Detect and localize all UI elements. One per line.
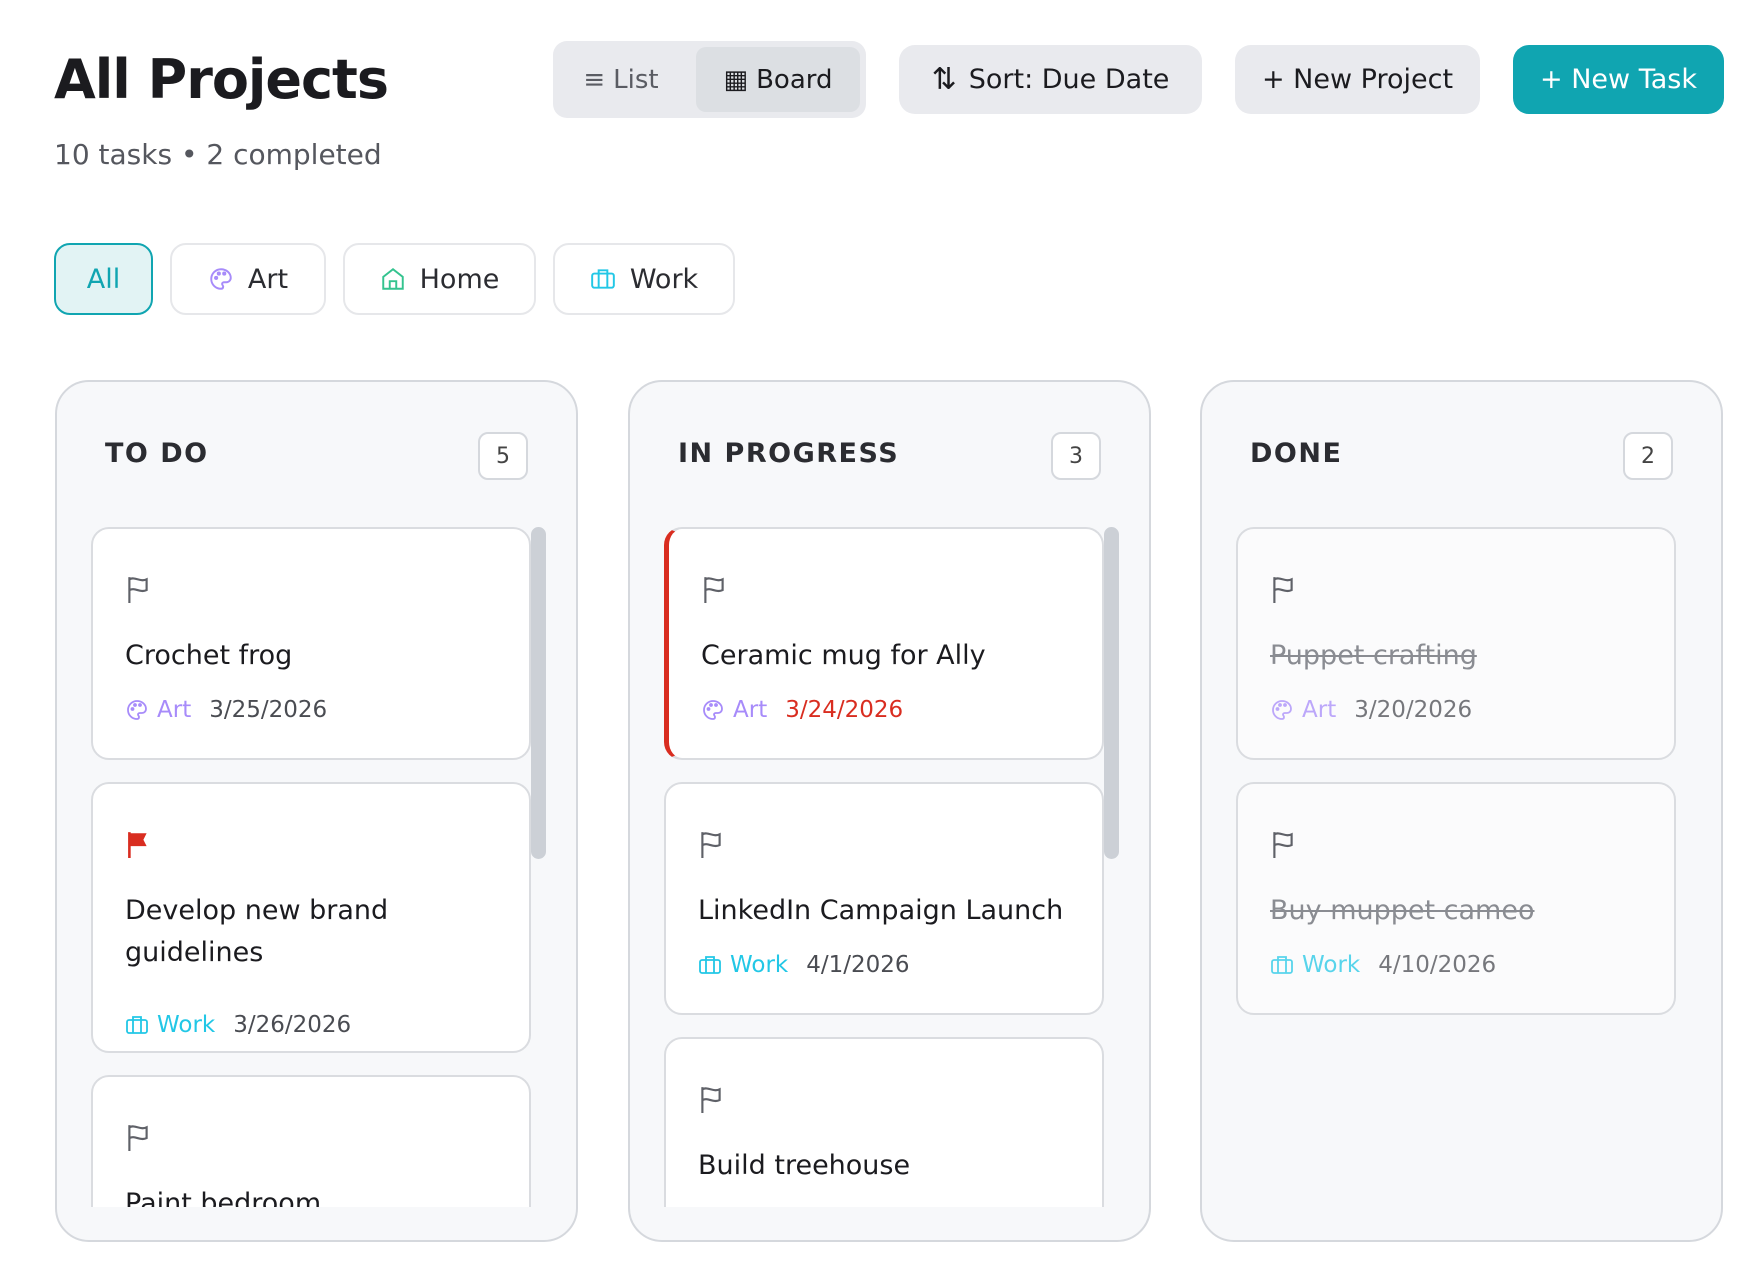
task-meta: Work 3/26/2026 xyxy=(125,1012,351,1038)
list-label: List xyxy=(613,64,659,95)
column-title: DONE xyxy=(1250,438,1343,469)
task-title: LinkedIn Campaign Launch xyxy=(698,895,1064,926)
filter-label: Home xyxy=(419,263,500,295)
palette-icon xyxy=(125,698,149,722)
task-meta: Art 3/20/2026 xyxy=(1270,697,1472,723)
project-label: Art xyxy=(733,697,768,723)
task-count-badge: 2 xyxy=(1623,432,1673,480)
task-title: Puppet crafting xyxy=(1270,640,1477,671)
column-in-progress: IN PROGRESS 3 Ceramic mug for Ally Art 3… xyxy=(628,380,1151,1242)
new-task-button[interactable]: + New Task xyxy=(1513,45,1724,114)
project-label: Art xyxy=(157,697,192,723)
sort-label: Sort: Due Date xyxy=(968,64,1170,95)
palette-icon xyxy=(208,266,234,292)
due-date: 3/25/2026 xyxy=(209,697,328,723)
new-project-button[interactable]: + New Project xyxy=(1235,45,1480,114)
task-count-badge: 5 xyxy=(478,432,528,480)
task-card[interactable]: Puppet crafting Art 3/20/2026 xyxy=(1236,527,1676,760)
briefcase-icon xyxy=(125,1013,149,1037)
column-scrollbar[interactable] xyxy=(1104,527,1119,859)
task-card[interactable]: Build treehouse Home 4/9/2026 xyxy=(664,1037,1104,1207)
filter-label: All xyxy=(86,263,121,295)
card-list: Ceramic mug for Ally Art 3/24/2026 Linke… xyxy=(660,527,1126,1207)
task-summary: 10 tasks • 2 completed xyxy=(54,138,382,171)
palette-icon xyxy=(701,698,725,722)
briefcase-icon xyxy=(698,953,722,977)
list-view-button[interactable]: ≡ List xyxy=(561,47,681,112)
task-card[interactable]: LinkedIn Campaign Launch Work 4/1/2026 xyxy=(664,782,1104,1015)
task-card[interactable]: Paint bedroom Home xyxy=(91,1075,531,1207)
project-label: Work xyxy=(157,1012,216,1038)
board-view-button[interactable]: ▦ Board xyxy=(696,47,860,112)
home-icon xyxy=(380,266,406,292)
task-card[interactable]: Ceramic mug for Ally Art 3/24/2026 xyxy=(664,527,1104,760)
briefcase-icon xyxy=(1270,953,1294,977)
page-title: All Projects xyxy=(54,48,389,111)
task-title: Buy muppet cameo xyxy=(1270,895,1535,926)
due-date: 4/10/2026 xyxy=(1378,952,1497,978)
filter-label: Work xyxy=(629,263,699,295)
task-meta: Work 4/10/2026 xyxy=(1270,952,1496,978)
flag-icon[interactable] xyxy=(1270,830,1296,862)
task-card[interactable]: Develop new brand guidelines Work 3/26/2… xyxy=(91,782,531,1053)
flag-icon[interactable] xyxy=(698,830,724,862)
view-toggle: ≡ List ▦ Board xyxy=(553,41,866,118)
column-title: TO DO xyxy=(105,438,209,469)
column-scrollbar[interactable] xyxy=(531,527,546,859)
task-title: Build treehouse xyxy=(698,1150,911,1181)
grid-icon: ▦ xyxy=(723,64,749,95)
due-date: 3/26/2026 xyxy=(233,1012,352,1038)
filter-label: Art xyxy=(247,263,289,295)
board-label: Board xyxy=(756,64,833,95)
project-label: Work xyxy=(1302,952,1361,978)
column-to-do: TO DO 5 Crochet frog Art 3/25/2026 Devel… xyxy=(55,380,578,1242)
sort-button[interactable]: ⇅ Sort: Due Date xyxy=(899,45,1202,114)
card-list: Puppet crafting Art 3/20/2026 Buy muppet… xyxy=(1232,527,1698,1207)
briefcase-icon xyxy=(590,266,616,292)
task-card[interactable]: Crochet frog Art 3/25/2026 xyxy=(91,527,531,760)
flag-icon[interactable] xyxy=(698,1085,724,1117)
task-count-badge: 3 xyxy=(1051,432,1101,480)
due-date: 3/20/2026 xyxy=(1354,697,1473,723)
filter-work[interactable]: Work xyxy=(553,243,735,315)
task-meta: Art 3/25/2026 xyxy=(125,697,327,723)
filter-home[interactable]: Home xyxy=(343,243,536,315)
task-title: Crochet frog xyxy=(125,640,293,671)
task-title: Develop new brand guidelines xyxy=(125,895,389,968)
flag-icon[interactable] xyxy=(701,575,727,607)
column-done: DONE 2 Puppet crafting Art 3/20/2026 Buy… xyxy=(1200,380,1723,1242)
project-label: Art xyxy=(1302,697,1337,723)
project-label: Work xyxy=(730,952,789,978)
flag-icon[interactable] xyxy=(1270,575,1296,607)
flag-icon[interactable] xyxy=(125,1123,151,1155)
sort-arrows-icon: ⇅ xyxy=(931,62,957,97)
flag-icon[interactable] xyxy=(125,575,151,607)
task-title: Paint bedroom xyxy=(125,1188,322,1207)
column-title: IN PROGRESS xyxy=(678,438,900,469)
due-date: 3/24/2026 xyxy=(785,697,904,723)
filter-all[interactable]: All xyxy=(54,243,153,315)
task-meta: Work 4/1/2026 xyxy=(698,952,910,978)
palette-icon xyxy=(1270,698,1294,722)
due-date: 4/1/2026 xyxy=(806,952,910,978)
list-icon: ≡ xyxy=(583,64,606,95)
task-meta: Art 3/24/2026 xyxy=(701,697,903,723)
filter-art[interactable]: Art xyxy=(170,243,326,315)
task-title: Ceramic mug for Ally xyxy=(701,640,986,671)
card-list: Crochet frog Art 3/25/2026 Develop new b… xyxy=(87,527,553,1207)
task-card[interactable]: Buy muppet cameo Work 4/10/2026 xyxy=(1236,782,1676,1015)
priority-flag-filled-icon[interactable] xyxy=(125,830,151,862)
